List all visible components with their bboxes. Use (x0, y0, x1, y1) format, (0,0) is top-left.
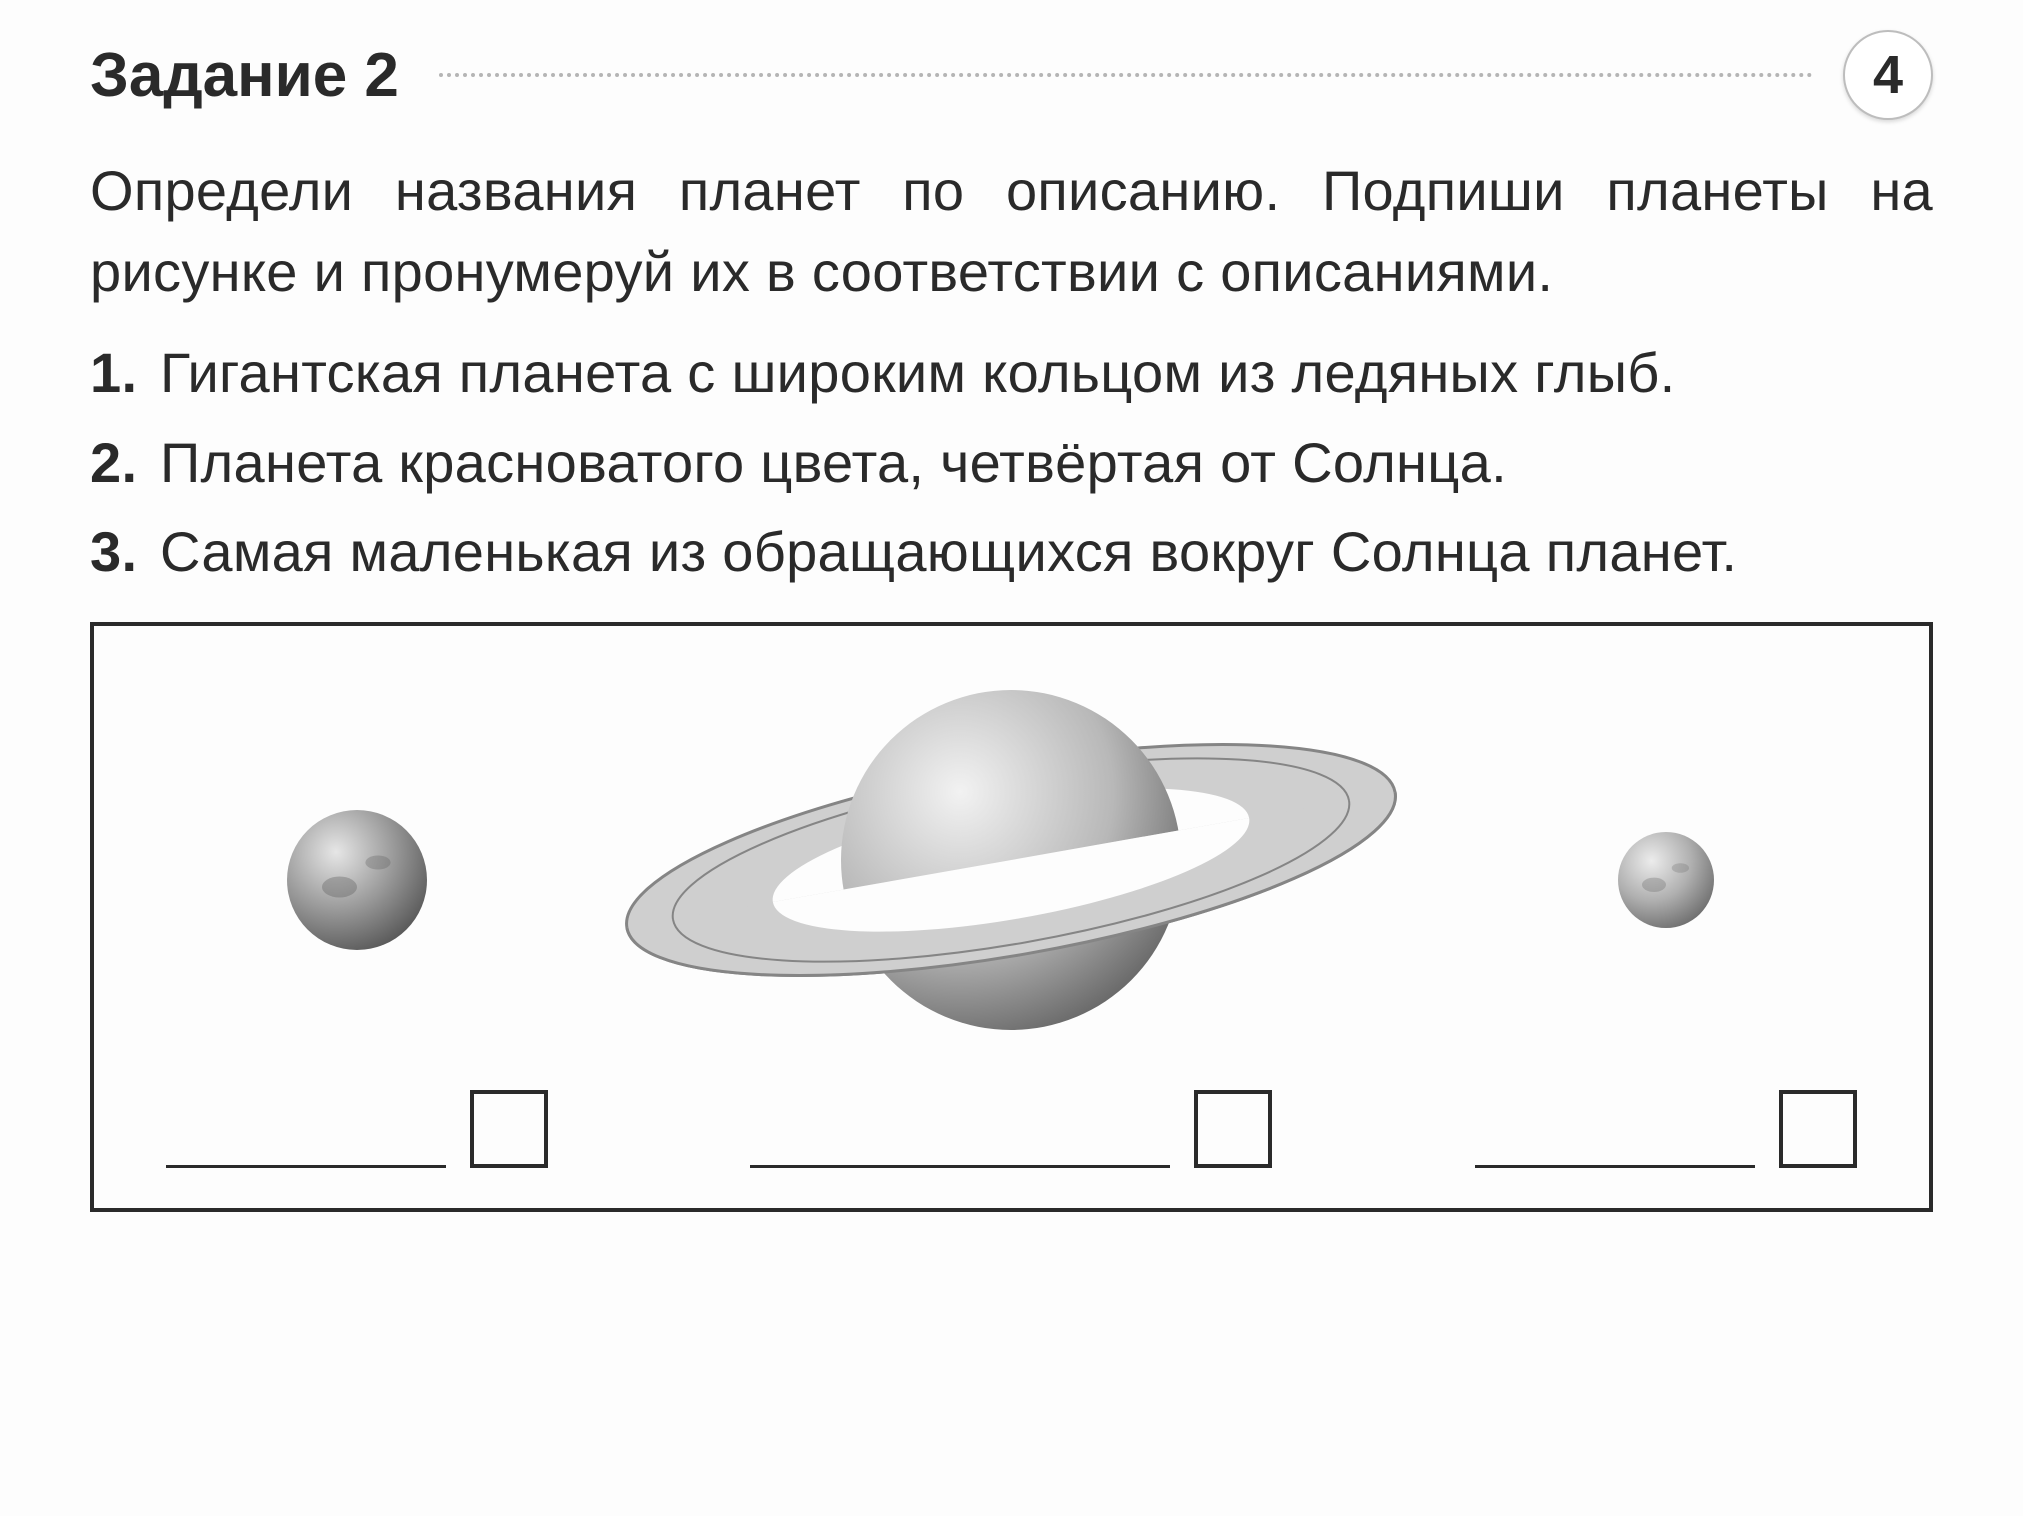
planet-slot-mercury (1475, 700, 1857, 1168)
answer-line[interactable] (750, 1115, 1170, 1168)
score-circle: 4 (1843, 30, 1933, 120)
header-divider (439, 73, 1813, 77)
task-prompt: Определи названия планет по описанию. По… (90, 150, 1933, 312)
page: Задание 2 4 Определи названия планет по … (0, 0, 2023, 1212)
planet-image-mars (282, 700, 432, 1060)
planets-figure (90, 622, 1933, 1212)
list-item: 1. Гигантская планета с широким кольцом … (90, 332, 1933, 413)
answer-number-box[interactable] (470, 1090, 548, 1168)
answer-line[interactable] (166, 1115, 446, 1168)
planet-slot-mars (166, 700, 548, 1168)
answer-row (166, 1090, 548, 1168)
mars-icon (282, 805, 432, 955)
list-number: 2. (90, 422, 160, 503)
list-number: 3. (90, 511, 160, 592)
score-value: 4 (1873, 44, 1903, 106)
answer-number-box[interactable] (1779, 1090, 1857, 1168)
planet-slot-saturn (611, 660, 1411, 1168)
mercury-icon (1613, 827, 1719, 933)
task-header: Задание 2 4 (90, 30, 1933, 120)
answer-row (750, 1090, 1272, 1168)
list-number: 1. (90, 332, 160, 413)
answer-line[interactable] (1475, 1115, 1755, 1168)
task-title: Задание 2 (90, 40, 399, 111)
answer-row (1475, 1090, 1857, 1168)
list-item: 3. Самая маленькая из обращающихся вокру… (90, 511, 1933, 592)
list-item: 2. Планета красноватого цвета, четвёртая… (90, 422, 1933, 503)
description-list: 1. Гигантская планета с широким кольцом … (90, 332, 1933, 592)
list-text: Гигантская планета с широким кольцом из … (160, 332, 1933, 413)
answer-number-box[interactable] (1194, 1090, 1272, 1168)
list-text: Самая маленькая из обращающихся вокруг С… (160, 511, 1933, 592)
planet-image-saturn (611, 660, 1411, 1060)
saturn-icon (611, 630, 1411, 1090)
list-text: Планета красноватого цвета, четвёртая от… (160, 422, 1933, 503)
planet-image-mercury (1613, 700, 1719, 1060)
